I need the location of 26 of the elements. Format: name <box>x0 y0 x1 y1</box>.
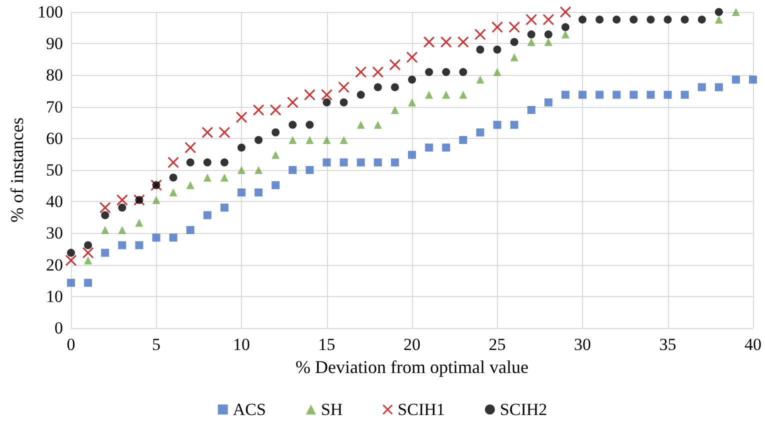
legend-label: SCIH2 <box>500 400 548 419</box>
y-tick-label: 10 <box>46 286 63 306</box>
x-tick-label: 35 <box>659 335 676 354</box>
legend-label: ACS <box>232 400 266 419</box>
y-tick-label: 20 <box>46 255 63 274</box>
y-tick-label: 0 <box>54 318 63 338</box>
y-tick-label: 50 <box>46 160 63 180</box>
y-tick-label: 40 <box>46 192 63 212</box>
x-tick-label: 25 <box>488 335 506 354</box>
x-tick-label: 30 <box>574 335 591 354</box>
y-tick-label: 70 <box>46 97 63 116</box>
y-tick-label: 30 <box>46 224 63 243</box>
y-tick-label: 90 <box>46 34 63 54</box>
x-axis-title: % Deviation from optimal value <box>296 357 528 377</box>
x-tick-label: 40 <box>744 335 762 354</box>
y-tick-label: 100 <box>38 2 63 22</box>
x-tick-label: 0 <box>66 335 76 354</box>
legend-label: SH <box>320 400 343 419</box>
y-axis-title: % of instances <box>7 118 27 222</box>
x-tick-label: 15 <box>318 335 336 354</box>
x-tick-label: 5 <box>152 335 160 354</box>
x-tick-label: 10 <box>233 335 250 354</box>
y-tick-label: 80 <box>46 66 63 85</box>
x-tick-label: 20 <box>404 335 420 354</box>
legend-label: SCIH1 <box>398 400 445 419</box>
y-tick-label: 60 <box>46 128 63 148</box>
